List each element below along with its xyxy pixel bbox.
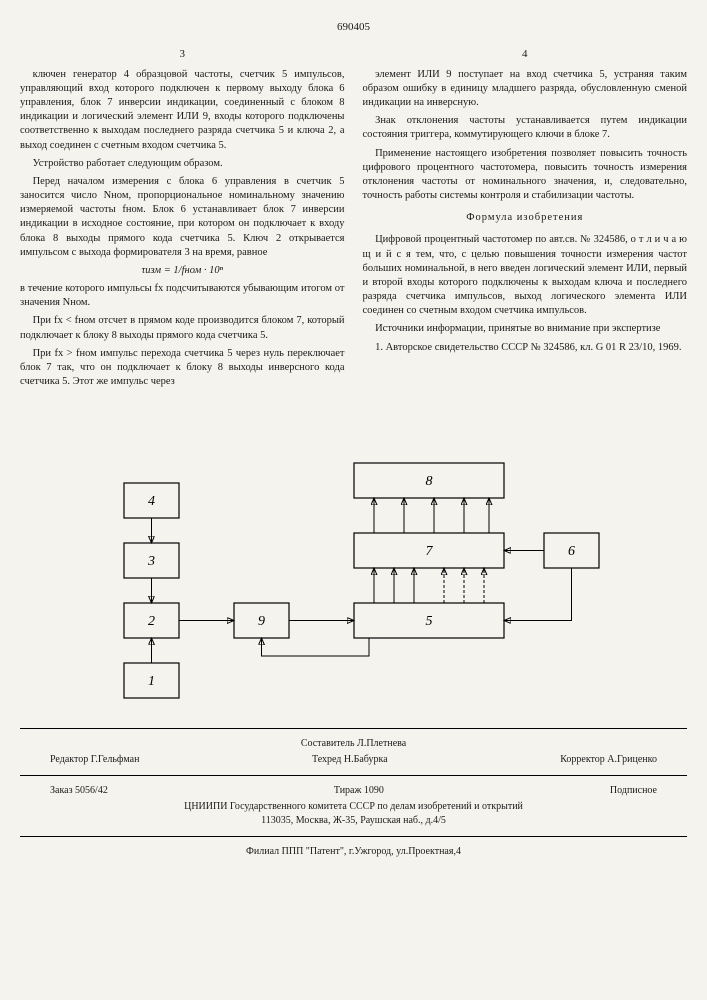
footer-tirazh: Тираж 1090	[334, 784, 384, 798]
para: При fx > fном импульс перехода счетчика …	[20, 347, 345, 390]
footer-addr: 113035, Москва, Ж-35, Раушская наб., д.4…	[20, 814, 687, 828]
right-column: 4 элемент ИЛИ 9 поступает на вход счетчи…	[363, 47, 688, 393]
para: Применение настоящего изобретения позвол…	[363, 147, 688, 204]
svg-text:9: 9	[258, 614, 265, 629]
formula-title: Формула изобретения	[363, 211, 688, 225]
footer-corrector: Корректор А.Гриценко	[560, 753, 657, 767]
footer-org: ЦНИИПИ Государственного комитета СССР по…	[20, 800, 687, 814]
separator	[20, 775, 687, 776]
left-col-num: 3	[20, 47, 345, 62]
left-column: 3 ключен генератор 4 образцовой частоты,…	[20, 47, 345, 393]
footer-sub: Подписное	[610, 784, 657, 798]
patent-number: 690405	[20, 20, 687, 35]
para: Устройство работает следующим образом.	[20, 157, 345, 171]
svg-text:2: 2	[148, 614, 155, 629]
para: Знак отклонения частоты устанавливается …	[363, 114, 688, 142]
svg-text:1: 1	[148, 674, 155, 689]
footer-tech: Техред Н.Бабурка	[312, 753, 388, 767]
para: элемент ИЛИ 9 поступает на вход счетчика…	[363, 68, 688, 111]
para: 1. Авторское свидетельство СССР № 324586…	[363, 341, 688, 355]
svg-text:5: 5	[425, 614, 432, 629]
para: ключен генератор 4 образцовой частоты, с…	[20, 68, 345, 153]
text-columns: 3 ключен генератор 4 образцовой частоты,…	[20, 47, 687, 393]
para: Цифровой процентный частотомер по авт.св…	[363, 233, 688, 318]
separator	[20, 728, 687, 729]
right-col-num: 4	[363, 47, 688, 62]
formula: τизм = 1/fном · 10ⁿ	[20, 264, 345, 278]
footer-order: Заказ 5056/42	[50, 784, 108, 798]
footer-compiler: Составитель Л.Плетнева	[20, 737, 687, 751]
svg-text:7: 7	[425, 544, 433, 559]
para: в течение которого импульсы fx подсчитыв…	[20, 282, 345, 310]
footer-printer: Филиал ППП "Патент", г.Ужгород, ул.Проек…	[20, 845, 687, 859]
svg-text:6: 6	[568, 544, 575, 559]
para: Перед началом измерения с блока 6 управл…	[20, 175, 345, 260]
svg-text:8: 8	[425, 474, 432, 489]
para: При fx < fном отсчет в прямом коде произ…	[20, 314, 345, 342]
separator	[20, 836, 687, 837]
para: Источники информации, принятые во вниман…	[363, 322, 688, 336]
svg-text:4: 4	[148, 494, 155, 509]
footer-editor: Редактор Г.Гельфман	[50, 753, 139, 767]
footer: Составитель Л.Плетнева Редактор Г.Гельфм…	[20, 737, 687, 859]
block-diagram: 1 2 3 4 9 5 7 6 8	[74, 408, 634, 718]
svg-text:3: 3	[147, 554, 155, 569]
